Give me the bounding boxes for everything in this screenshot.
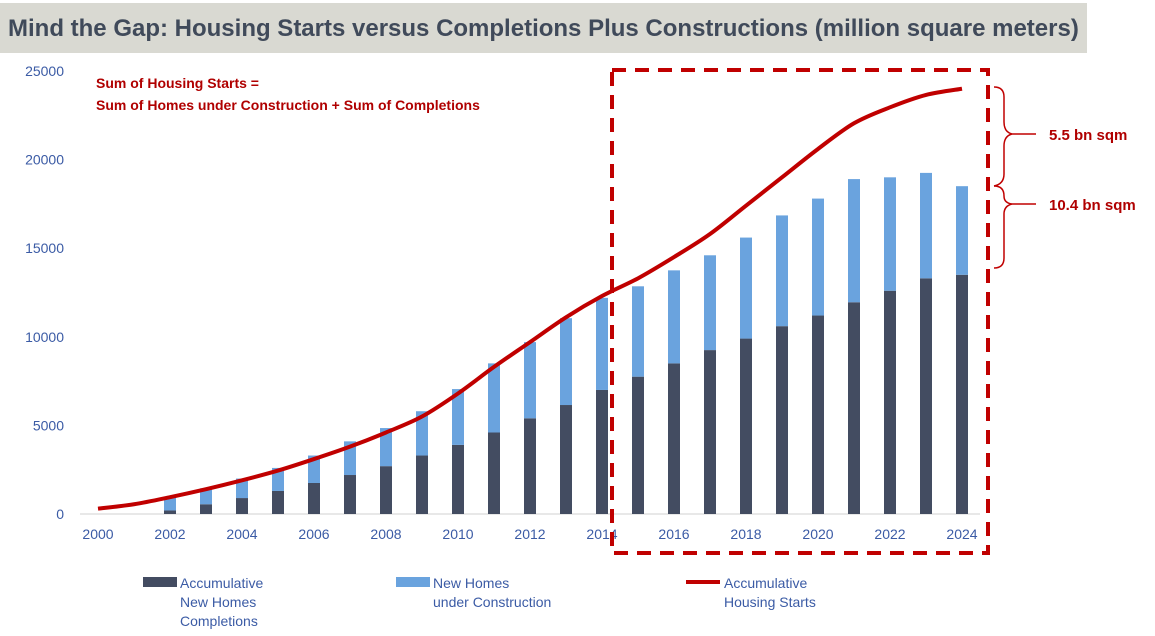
lower-gap-brace [993,185,1036,269]
y-tick-label: 20000 [25,152,64,168]
highlight-dashed-box [610,68,990,555]
bar-under-construction [308,455,320,483]
legend-starts-line-1: Accumulative [724,575,808,591]
x-tick-label: 2008 [370,526,401,542]
legend-label-construction: New Homes under Construction [433,574,551,612]
x-tick-label: 2012 [514,526,545,542]
bar-under-construction [236,478,248,499]
bar-completions [956,274,968,514]
bar-completions [416,455,428,514]
legend-swatch-completions [143,577,177,587]
x-tick-label: 2016 [658,526,689,542]
bar-under-construction [956,186,968,275]
x-tick-label: 2024 [946,526,977,542]
y-tick-label: 15000 [25,240,64,256]
gap-label-upper: 5.5 bn sqm [1049,127,1127,144]
bar-completions [236,498,248,514]
bar-completions [488,432,500,514]
x-tick-label: 2000 [82,526,113,542]
legend-starts-line-2: Housing Starts [724,594,816,610]
bar-completions [596,389,608,514]
y-tick-label: 25000 [25,63,64,79]
legend-swatch-construction [396,577,430,587]
bar-completions [560,405,572,514]
x-tick-label: 2002 [154,526,185,542]
bar-under-construction [164,497,176,511]
bar-completions [632,376,644,514]
bar-completions [740,338,752,514]
legend-label-completions: Accumulative New Homes Completions [180,574,263,631]
bar-under-construction [812,198,824,316]
bar-completions [848,302,860,514]
bar-completions [344,475,356,514]
legend-completions-line-3: Completions [180,613,258,629]
bar-under-construction [848,179,860,303]
bar-under-construction [200,488,212,505]
gap-label-lower: 10.4 bn sqm [1049,197,1136,214]
bar-under-construction [416,411,428,456]
bar-completions [308,482,320,514]
bar-completions [920,278,932,514]
bar-completions [704,350,716,514]
x-tick-label: 2022 [874,526,905,542]
x-tick-label: 2004 [226,526,257,542]
bar-completions [164,510,176,514]
upper-gap-brace [993,86,1036,187]
y-tick-label: 5000 [33,417,64,433]
title-bar: Mind the Gap: Housing Starts versus Comp… [0,3,1087,53]
bar-completions [380,466,392,514]
bar-completions [452,444,464,514]
annotation-line-2: Sum of Homes under Construction + Sum of… [96,97,480,113]
legend-construction-line-1: New Homes [433,575,510,591]
bar-under-construction [596,297,608,390]
annotation-line-1: Sum of Housing Starts = [96,75,259,91]
bar-completions [524,418,536,514]
bar-under-construction [668,270,680,364]
bar-under-construction [776,215,788,327]
bar-completions [200,504,212,514]
bar-under-construction [920,172,932,279]
legend-swatch-starts [686,580,720,584]
bar-completions [668,363,680,514]
bar-under-construction [704,255,716,351]
bar-under-construction [884,177,896,291]
chart-title: Mind the Gap: Housing Starts versus Comp… [8,15,1079,42]
y-tick-label: 10000 [25,329,64,345]
bar-completions [776,326,788,514]
legend-construction-line-2: under Construction [433,594,552,610]
legend-completions-line-1: Accumulative [180,575,264,591]
bar-completions [884,290,896,514]
bar-under-construction [272,467,284,491]
x-tick-label: 2020 [802,526,833,542]
bar-completions [812,315,824,514]
bar-under-construction [452,389,464,445]
bar-under-construction [740,237,752,339]
bar-under-construction [632,286,644,377]
plot-area: 0 5000 10000 15000 20000 25000 2000 2002 2004 200… [25,63,980,542]
bar-under-construction [488,363,500,433]
legend-completions-line-2: New Homes [180,594,257,610]
housing-starts-line [97,86,963,511]
bar-completions [272,490,284,514]
x-tick-label: 2014 [586,526,617,542]
y-tick-label: 0 [56,506,64,522]
bar-under-construction [380,428,392,467]
x-tick-label: 2018 [730,526,761,542]
bar-under-construction [560,318,572,406]
legend-label-starts: Accumulative Housing Starts [724,574,816,612]
bar-under-construction [524,342,536,419]
x-tick-label: 2006 [298,526,329,542]
x-tick-label: 2010 [442,526,473,542]
